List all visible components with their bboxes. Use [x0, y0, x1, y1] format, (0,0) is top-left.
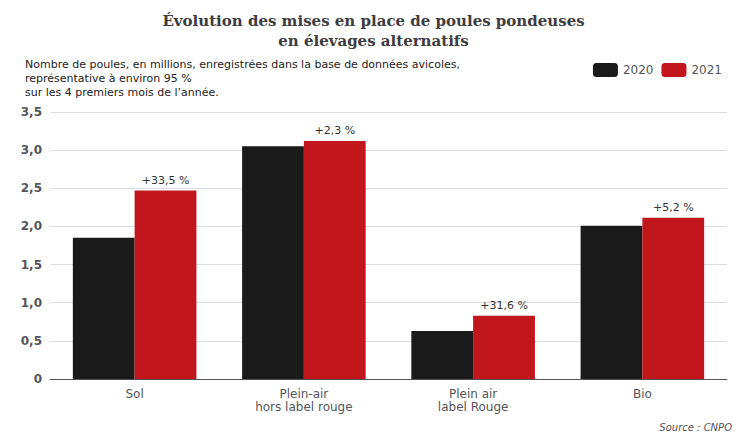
svg-text:+2,3 %: +2,3 % — [314, 124, 355, 137]
svg-text:2,0: 2,0 — [21, 219, 42, 233]
svg-text:hors label rouge: hors label rouge — [255, 400, 352, 414]
svg-text:label Rouge: label Rouge — [438, 400, 509, 414]
svg-text:Sol: Sol — [125, 387, 143, 401]
svg-text:Plein-air: Plein-air — [279, 387, 328, 401]
svg-text:1,5: 1,5 — [21, 258, 42, 272]
svg-text:2021: 2021 — [691, 63, 722, 77]
svg-text:+33,5 %: +33,5 % — [142, 174, 190, 187]
svg-text:+31,6 %: +31,6 % — [480, 299, 528, 312]
svg-text:0: 0 — [34, 372, 42, 386]
svg-text:représentative à environ 95 %: représentative à environ 95 % — [25, 72, 192, 85]
svg-text:Plein air: Plein air — [449, 387, 497, 401]
svg-text:en élevages alternatifs: en élevages alternatifs — [278, 32, 469, 50]
svg-text:+5,2 %: +5,2 % — [653, 201, 694, 214]
svg-text:Source : CNPO: Source : CNPO — [659, 422, 732, 433]
svg-text:Évolution des mises en place d: Évolution des mises en place de poules p… — [162, 12, 584, 30]
svg-text:3,5: 3,5 — [21, 105, 42, 119]
svg-text:2,5: 2,5 — [21, 181, 42, 195]
svg-text:1,0: 1,0 — [21, 296, 42, 310]
svg-text:Bio: Bio — [633, 387, 652, 401]
svg-text:0,5: 0,5 — [21, 334, 42, 348]
svg-text:Nombre de poules, en millions,: Nombre de poules, en millions, enregistr… — [25, 58, 460, 71]
svg-text:3,0: 3,0 — [21, 143, 42, 157]
svg-text:sur les 4 premiers mois de l’a: sur les 4 premiers mois de l’année. — [25, 86, 219, 99]
svg-text:2020: 2020 — [623, 63, 654, 77]
